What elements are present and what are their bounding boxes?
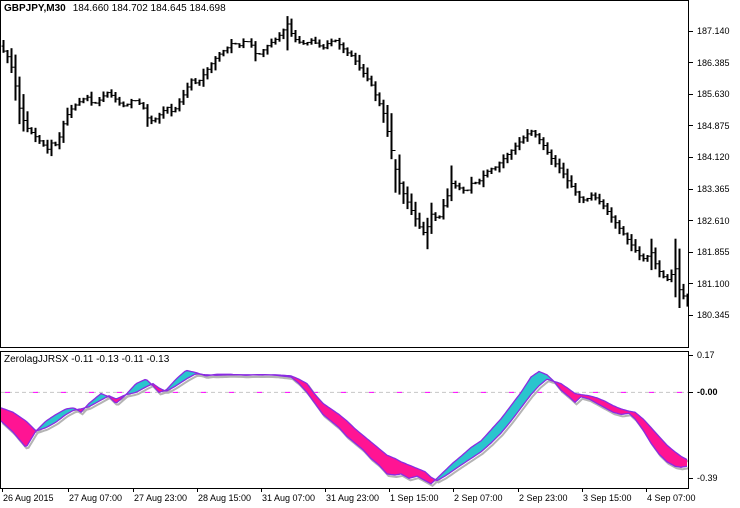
time-axis-tick-label: 26 Aug 2015 [3,493,54,503]
y-axis-tick-label: 184.875 [697,120,730,131]
y-axis-tick-label: 180.345 [697,310,730,321]
y-axis-tick-mark [688,251,693,253]
y-axis-tick-mark [688,188,693,190]
chart-title: GBPJPY,M30 184.660 184.702 184.645 184.69… [4,2,226,15]
y-axis-tick-label: -0.39 [697,473,718,484]
chart-symbol-label: GBPJPY,M30 [4,3,66,14]
y-axis-tick-mark [688,62,693,64]
y-axis-tick-label: 181.855 [697,247,730,258]
y-axis-tick-label: 0.17 [697,350,715,360]
time-axis-tick-label: 28 Aug 15:00 [198,493,252,503]
indicator-title: ZerolagJJRSX -0.11 -0.13 -0.11 -0.13 [4,353,169,366]
time-axis-tick-mark [582,488,583,492]
time-axis-tick-label: 27 Aug 23:00 [134,493,188,503]
y-axis-tick-mark [688,283,693,285]
time-axis-tick-label: 3 Sep 15:00 [583,493,632,503]
time-axis[interactable]: 26 Aug 2015 27 Aug 07:00 27 Aug 23:00 28 Au… [0,488,740,508]
time-axis-tick-label: 2 Sep 07:00 [454,493,503,503]
y-axis-tick-mark [688,93,693,95]
y-axis-tick-label: 186.385 [697,57,730,68]
ohlc-bars-canvas[interactable] [1,1,688,347]
y-axis-tick-mark [688,314,693,316]
y-axis-tick-label: 184.120 [697,152,730,163]
indicator-name-label: ZerolagJJRSX [4,354,69,365]
indicator-canvas[interactable] [1,352,688,488]
y-axis-tick-mark [688,220,693,222]
time-axis-tick-mark [261,488,262,492]
time-axis-tick-mark [133,488,134,492]
y-axis-tick-label: 182.610 [697,215,730,226]
time-axis-tick-mark [453,488,454,492]
y-axis-tick-mark [688,354,693,356]
y-axis-tick-mark [688,477,693,479]
chart-ohlc-values: 184.660 184.702 184.645 184.698 [72,3,226,14]
indicator-panel[interactable]: ZerolagJJRSX -0.11 -0.13 -0.11 -0.13 [0,351,689,489]
price-chart-panel[interactable]: GBPJPY,M30 184.660 184.702 184.645 184.69… [0,0,689,348]
y-axis-tick-label: 183.365 [697,184,730,194]
time-axis-tick-mark [197,488,198,492]
time-axis-tick-label: 31 Aug 07:00 [262,493,316,503]
time-axis-tick-label: 31 Aug 23:00 [326,493,380,503]
y-axis-tick-label: 187.140 [697,26,730,36]
time-axis-tick-label: 27 Aug 07:00 [69,493,123,503]
y-axis-tick-mark [688,30,693,32]
time-axis-tick-label: 4 Sep 07:00 [647,493,696,503]
time-axis-tick-label: 1 Sep 15:00 [390,493,439,503]
time-axis-tick-label: 2 Sep 23:00 [519,493,568,503]
price-axis[interactable]: 187.140 186.385 185.630 184.875 184.120 183.3… [688,0,740,489]
panel-splitter[interactable] [0,348,689,351]
y-axis-tick-mark [688,391,693,393]
y-axis-tick-mark [688,125,693,127]
time-axis-tick-mark [389,488,390,492]
time-axis-tick-mark [2,488,3,492]
time-axis-tick-mark [68,488,69,492]
y-axis-tick-label: -0.00 [697,387,718,398]
time-axis-tick-mark [325,488,326,492]
time-axis-tick-mark [518,488,519,492]
time-axis-tick-mark [646,488,647,492]
y-axis-tick-label: 185.630 [697,89,730,100]
y-axis-tick-label: 181.100 [697,278,730,289]
indicator-values: -0.11 -0.13 -0.11 -0.13 [71,354,170,365]
y-axis-tick-mark [688,156,693,158]
